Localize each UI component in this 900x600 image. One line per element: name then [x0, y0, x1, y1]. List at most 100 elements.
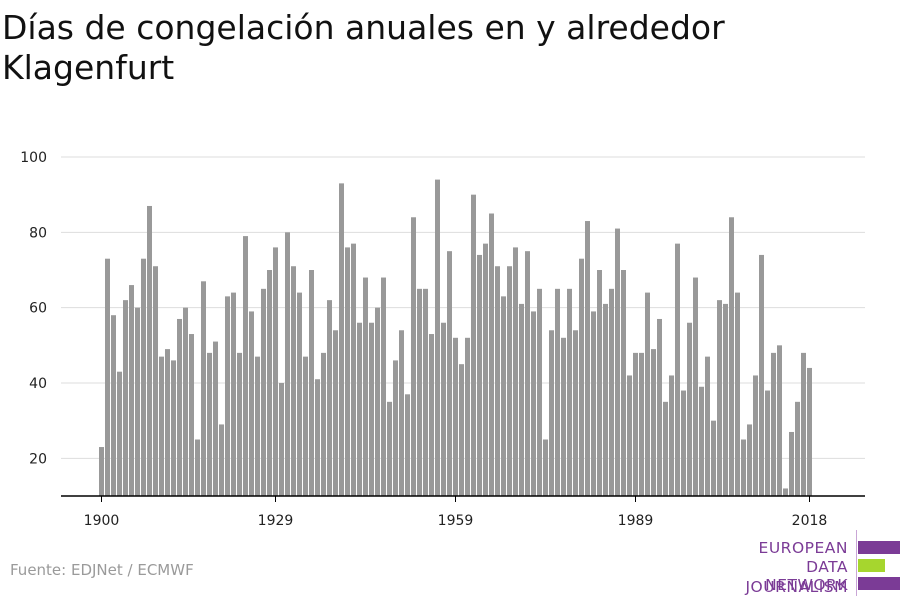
bar	[675, 243, 680, 496]
bar	[447, 251, 452, 496]
bar	[645, 292, 650, 496]
bar	[513, 247, 518, 496]
bar	[603, 303, 608, 496]
bar	[213, 341, 218, 496]
bar	[363, 277, 368, 496]
bar	[549, 330, 554, 496]
bar	[555, 288, 560, 496]
bar	[615, 228, 620, 497]
bar	[339, 183, 344, 496]
bar	[681, 390, 686, 496]
bar	[141, 258, 146, 496]
bar	[699, 386, 704, 496]
x-tick-label: 1929	[258, 513, 294, 529]
bar	[519, 303, 524, 496]
bar	[351, 243, 356, 496]
bar	[741, 439, 746, 496]
bar	[357, 322, 362, 496]
bar	[273, 247, 278, 496]
bar	[219, 424, 224, 496]
logo-bar-purple-top	[858, 541, 900, 554]
bar	[429, 334, 434, 496]
bar	[651, 349, 656, 496]
x-tick-label: 1900	[84, 513, 120, 529]
bar	[375, 307, 380, 496]
bar	[135, 307, 140, 496]
bar	[747, 424, 752, 496]
y-axis-tick-labels: 20 40 60 80 100	[20, 150, 47, 467]
bar	[597, 270, 602, 496]
bar	[543, 439, 548, 496]
bar	[471, 194, 476, 496]
bar	[327, 300, 332, 496]
bar	[489, 213, 494, 496]
bar	[399, 330, 404, 496]
bar	[435, 179, 440, 496]
bar	[735, 292, 740, 496]
y-tick-label: 80	[29, 225, 47, 241]
bar	[507, 266, 512, 496]
bar	[291, 266, 296, 496]
bar	[267, 270, 272, 496]
bar	[765, 390, 770, 496]
bar	[633, 352, 638, 496]
bar	[195, 439, 200, 496]
bar	[201, 281, 206, 496]
x-tick-label: 2018	[792, 513, 828, 529]
bar	[717, 300, 722, 496]
bar	[387, 401, 392, 496]
bar	[705, 356, 710, 496]
bar	[423, 288, 428, 496]
bar	[777, 345, 782, 496]
bar	[333, 330, 338, 496]
bar	[183, 307, 188, 496]
bar	[561, 337, 566, 496]
bar	[759, 254, 764, 496]
bar	[249, 311, 254, 496]
bar	[531, 311, 536, 496]
bar	[495, 266, 500, 496]
bar	[501, 296, 506, 496]
bar	[783, 488, 788, 496]
bar	[207, 352, 212, 496]
bar	[123, 300, 128, 496]
bar	[147, 205, 152, 496]
bar	[621, 270, 626, 496]
bar	[573, 330, 578, 496]
bar	[663, 401, 668, 496]
bar	[657, 318, 662, 496]
x-tick-label: 1989	[618, 513, 654, 529]
bar	[189, 334, 194, 496]
bar	[477, 254, 482, 496]
bar	[129, 285, 134, 496]
bar	[537, 288, 542, 496]
bar	[639, 352, 644, 496]
logo-separator	[856, 530, 857, 596]
bar	[687, 322, 692, 496]
x-axis: 1900 1929 1959 1989 2018	[61, 495, 865, 529]
y-tick-label: 60	[29, 301, 47, 317]
bar	[171, 360, 176, 496]
bar	[609, 288, 614, 496]
logo-line-3: NETWORK	[765, 576, 848, 594]
bar	[417, 288, 422, 496]
bar	[465, 337, 470, 496]
bar	[105, 258, 110, 496]
bar	[729, 217, 734, 496]
bar	[585, 221, 590, 497]
bar	[381, 277, 386, 496]
bar	[393, 360, 398, 496]
source-note: Fuente: EDJNet / ECMWF	[10, 561, 194, 579]
bar	[309, 270, 314, 496]
bar	[111, 315, 116, 496]
bar	[297, 292, 302, 496]
y-tick-label: 100	[20, 150, 47, 166]
bar	[525, 251, 530, 496]
bar	[789, 431, 794, 496]
bar	[453, 337, 458, 496]
bar	[159, 356, 164, 496]
bar	[483, 243, 488, 496]
bar	[579, 258, 584, 496]
bar	[345, 247, 350, 496]
